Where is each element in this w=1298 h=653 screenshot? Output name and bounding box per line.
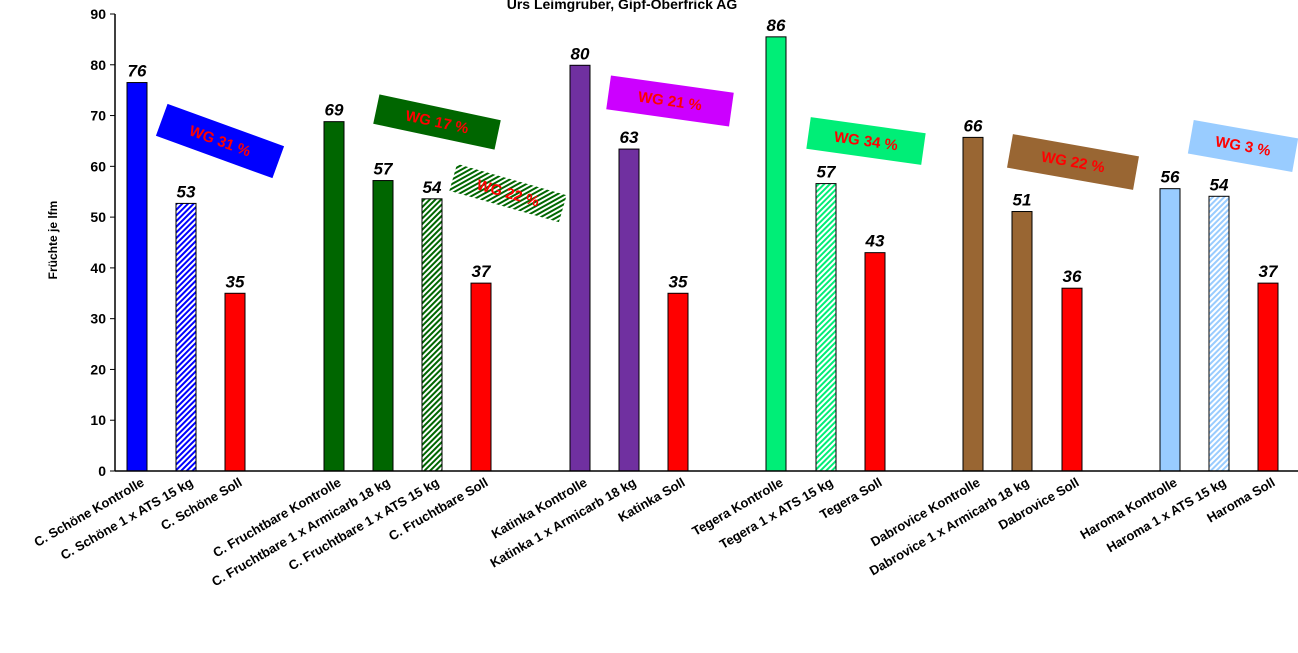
- annotation-box: WG 34 %: [806, 117, 926, 165]
- bar-value-label: 63: [620, 128, 639, 147]
- bar-value-label: 51: [1013, 191, 1032, 210]
- bar: [765, 36, 787, 472]
- chart-title: Urs Leimgruber, Gipf-Oberfrick AG: [507, 0, 738, 12]
- y-tick-label: 60: [90, 158, 106, 174]
- bar: [421, 198, 443, 472]
- annotation-box: WG 22 %: [1007, 134, 1139, 190]
- bar-value-label: 37: [472, 262, 492, 281]
- bar: [323, 121, 345, 472]
- bar-value-label: 80: [571, 44, 590, 63]
- value-labels: 76 53 35 69 57 54 37 80 63 35 86 57 43 66 51 36 56 54 37: [128, 16, 1279, 291]
- bar-value-label: 56: [1161, 168, 1180, 187]
- bar-value-label: 54: [423, 178, 442, 197]
- bar: [864, 252, 886, 472]
- annotation-box: WG 21 %: [606, 75, 734, 127]
- bar-value-label: 35: [226, 272, 245, 291]
- bar-value-label: 36: [1063, 267, 1082, 286]
- bar: [1011, 211, 1033, 472]
- bar: [1208, 195, 1230, 472]
- bar: [1257, 282, 1279, 472]
- y-tick-label: 90: [90, 6, 106, 22]
- annotation-box: WG 31 %: [155, 103, 285, 179]
- annotation-box: WG 22 %: [449, 163, 567, 223]
- bar: [175, 202, 197, 472]
- annotation-box: WG 17 %: [373, 94, 501, 150]
- bar: [1159, 188, 1181, 472]
- bar-value-label: 43: [865, 232, 885, 251]
- bar-value-label: 57: [817, 163, 837, 182]
- y-tick-label: 10: [90, 412, 106, 428]
- bar: [126, 82, 148, 472]
- annotation-background: [449, 163, 567, 223]
- bar-value-label: 35: [669, 272, 688, 291]
- y-tick-label: 20: [90, 361, 106, 377]
- bar: [962, 136, 984, 472]
- bar: [372, 180, 394, 472]
- bar: [1061, 287, 1083, 472]
- annotation-boxes: WG 31 % WG 17 % WG 22 % WG 21 % WG 34 % WG 22…: [155, 75, 1298, 223]
- bar-value-label: 69: [325, 101, 344, 120]
- bar-value-label: 54: [1210, 175, 1229, 194]
- annotation-background: [373, 94, 501, 150]
- bar: [815, 183, 837, 472]
- annotation-background: [155, 103, 285, 179]
- annotation-background: [1007, 134, 1139, 190]
- bar: [618, 148, 640, 472]
- bar-value-label: 76: [128, 62, 147, 81]
- y-tick-label: 40: [90, 260, 106, 276]
- annotation-background: [1187, 120, 1298, 172]
- bar: [667, 292, 689, 472]
- annotation-background: [806, 117, 926, 165]
- bar-value-label: 57: [374, 160, 394, 179]
- bar-value-label: 37: [1259, 262, 1279, 281]
- bar-value-label: 66: [964, 116, 983, 135]
- annotation-box: WG 3 %: [1187, 120, 1298, 172]
- y-axis-label: Früchte je lfm: [46, 201, 60, 280]
- y-tick-label: 30: [90, 311, 106, 327]
- bar: [470, 282, 492, 472]
- bar: [569, 64, 591, 472]
- y-tick-label: 50: [90, 209, 106, 225]
- bar-value-label: 86: [767, 16, 786, 35]
- bar: [224, 292, 246, 472]
- bar-value-label: 53: [177, 182, 196, 201]
- y-tick-label: 80: [90, 57, 106, 73]
- y-tick-label: 70: [90, 108, 106, 124]
- y-tick-label: 0: [98, 463, 106, 479]
- y-axis: 0 10 20 30 40 50 60 70 80 90: [90, 6, 116, 479]
- annotation-background: [606, 75, 734, 127]
